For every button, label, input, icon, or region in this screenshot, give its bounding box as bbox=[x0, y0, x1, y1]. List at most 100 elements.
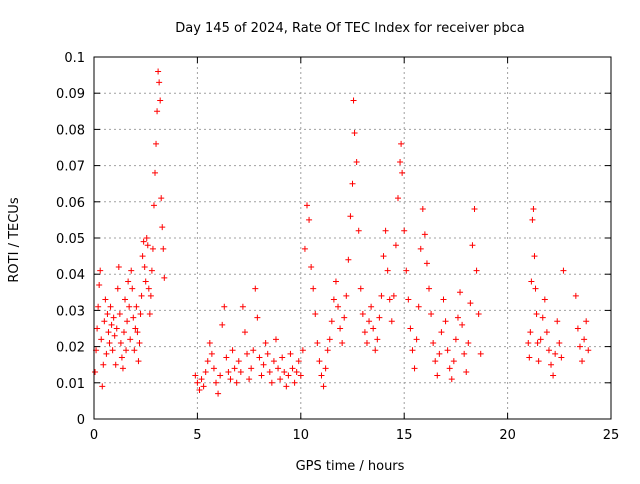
data-point bbox=[107, 303, 114, 310]
data-point bbox=[343, 292, 350, 299]
data-point bbox=[103, 350, 110, 357]
x-tick-label: 0 bbox=[90, 428, 98, 443]
data-point bbox=[198, 376, 205, 383]
data-point bbox=[283, 383, 290, 390]
data-point bbox=[254, 314, 261, 321]
data-point bbox=[473, 267, 480, 274]
data-point bbox=[279, 354, 286, 361]
data-point bbox=[210, 365, 217, 372]
data-point bbox=[306, 216, 313, 223]
data-point bbox=[156, 79, 163, 86]
data-point bbox=[133, 303, 140, 310]
data-point bbox=[159, 224, 166, 231]
data-point bbox=[200, 383, 207, 390]
y-axis-label: ROTI / TECUs bbox=[7, 197, 22, 282]
data-point bbox=[110, 314, 117, 321]
data-point bbox=[160, 245, 167, 252]
data-point bbox=[527, 329, 534, 336]
data-point bbox=[543, 329, 550, 336]
data-point bbox=[262, 339, 269, 346]
data-point bbox=[467, 300, 474, 307]
data-point bbox=[132, 325, 139, 332]
data-point bbox=[326, 336, 333, 343]
data-point bbox=[235, 358, 242, 365]
data-point bbox=[530, 206, 537, 213]
data-point bbox=[136, 339, 143, 346]
data-point bbox=[426, 285, 433, 292]
data-point bbox=[535, 358, 542, 365]
data-point bbox=[454, 314, 461, 321]
data-point bbox=[534, 339, 541, 346]
data-point bbox=[293, 368, 300, 375]
data-point bbox=[376, 314, 383, 321]
data-point bbox=[152, 169, 159, 176]
data-point bbox=[260, 361, 267, 368]
data-point bbox=[231, 365, 238, 372]
data-point bbox=[322, 365, 329, 372]
data-point bbox=[469, 242, 476, 249]
data-point bbox=[318, 372, 325, 379]
data-point bbox=[277, 376, 284, 383]
data-point bbox=[275, 365, 282, 372]
data-point bbox=[533, 311, 540, 318]
data-point bbox=[194, 379, 201, 386]
data-point bbox=[368, 303, 375, 310]
data-point bbox=[335, 303, 342, 310]
data-point bbox=[140, 238, 147, 245]
data-point bbox=[99, 383, 106, 390]
data-point bbox=[116, 311, 123, 318]
data-point bbox=[531, 253, 538, 260]
data-point bbox=[310, 285, 317, 292]
data-point bbox=[150, 202, 157, 209]
data-point bbox=[450, 358, 457, 365]
data-point bbox=[304, 202, 311, 209]
data-point bbox=[552, 350, 559, 357]
data-point bbox=[465, 339, 472, 346]
data-point bbox=[401, 227, 408, 234]
data-point bbox=[268, 379, 275, 386]
data-point bbox=[108, 321, 115, 328]
y-tick-label: 0.03 bbox=[56, 304, 85, 319]
data-point bbox=[529, 216, 536, 223]
data-point bbox=[147, 292, 154, 299]
data-point bbox=[332, 278, 339, 285]
data-point bbox=[154, 108, 161, 115]
data-point bbox=[407, 325, 414, 332]
data-point bbox=[438, 329, 445, 336]
data-point bbox=[526, 354, 533, 361]
data-point bbox=[421, 231, 428, 238]
data-point bbox=[440, 296, 447, 303]
data-point bbox=[475, 311, 482, 318]
data-point bbox=[97, 267, 104, 274]
y-tick-label: 0.05 bbox=[56, 232, 85, 247]
data-point bbox=[532, 285, 539, 292]
x-tick-label: 5 bbox=[193, 428, 201, 443]
data-point bbox=[459, 321, 466, 328]
data-point bbox=[370, 325, 377, 332]
data-point bbox=[350, 97, 357, 104]
data-point bbox=[155, 68, 162, 75]
y-tick-label: 0.08 bbox=[56, 123, 85, 138]
data-point bbox=[124, 318, 131, 325]
data-point bbox=[585, 347, 592, 354]
data-point bbox=[477, 350, 484, 357]
data-point bbox=[250, 347, 257, 354]
data-point bbox=[452, 336, 459, 343]
data-point bbox=[366, 318, 373, 325]
data-point bbox=[444, 347, 451, 354]
data-point bbox=[119, 365, 126, 372]
data-point bbox=[297, 372, 304, 379]
data-point bbox=[398, 140, 405, 147]
data-point bbox=[143, 235, 150, 241]
data-point bbox=[134, 329, 141, 336]
data-point bbox=[95, 303, 102, 310]
data-point bbox=[98, 336, 105, 343]
y-tick-label: 0.09 bbox=[56, 87, 85, 102]
data-point bbox=[316, 358, 323, 365]
x-axis-label: GPS time / hours bbox=[296, 459, 405, 474]
data-point bbox=[417, 245, 424, 252]
data-point bbox=[252, 285, 259, 292]
data-point bbox=[291, 379, 298, 386]
data-point bbox=[560, 267, 567, 274]
data-points bbox=[92, 68, 592, 397]
